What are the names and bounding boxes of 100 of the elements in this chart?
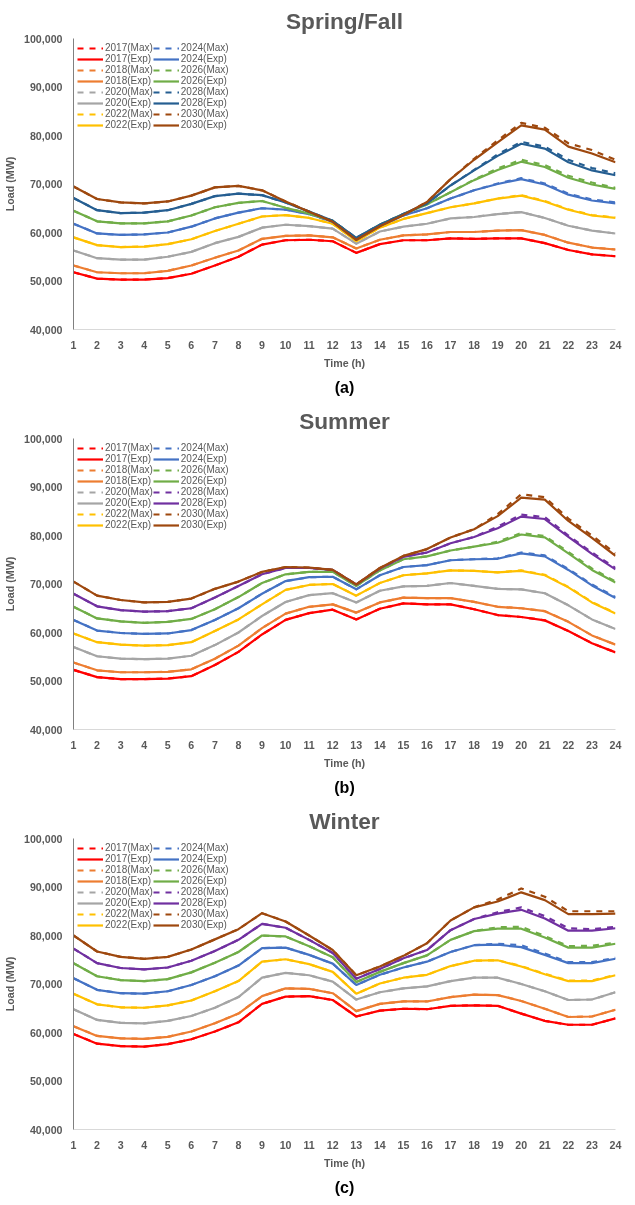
x-tick-label: 4 (141, 1138, 148, 1151)
x-axis-title: Time (h) (323, 1156, 366, 1169)
y-tick-label: 100,000 (23, 432, 63, 445)
legend-label: 2026(Max) (180, 864, 229, 875)
x-tick-label: 22 (562, 738, 575, 751)
legend-label: 2026(Exp) (180, 875, 227, 886)
x-tick-label: 15 (397, 738, 410, 751)
x-tick-label: 6 (188, 1138, 195, 1151)
y-tick-label: 80,000 (29, 529, 63, 542)
x-tick-label: 17 (444, 738, 457, 751)
legend-label: 2017(Exp) (105, 453, 152, 464)
x-tick-label: 5 (164, 738, 171, 751)
legend-label: 2018(Exp) (105, 875, 152, 886)
legend-label: 2018(Max) (105, 64, 153, 75)
x-tick-label: 11 (303, 1138, 315, 1151)
x-tick-label: 20 (515, 738, 528, 751)
x-tick-label: 19 (491, 738, 504, 751)
x-tick-label: 14 (373, 738, 386, 751)
legend-label: 2024(Max) (180, 42, 229, 53)
x-tick-label: 18 (468, 1138, 481, 1151)
legend-label: 2024(Max) (180, 442, 229, 453)
x-tick-label: 20 (515, 338, 528, 351)
text: (c) (334, 1178, 355, 1196)
y-tick-label: 70,000 (29, 978, 63, 990)
legend-label: 2020(Max) (105, 886, 153, 897)
x-tick-label: 10 (279, 338, 292, 351)
chart-title: Summer (299, 407, 391, 434)
legend-label: 2020(Max) (105, 86, 153, 97)
x-tick-label: 12 (326, 338, 339, 351)
y-tick-label: 60,000 (29, 1026, 63, 1039)
y-tick-label: 60,000 (29, 626, 63, 639)
x-tick-label: 21 (538, 1138, 551, 1151)
x-tick-label: 23 (586, 338, 598, 351)
legend-label: 2030(Exp) (180, 119, 227, 130)
x-tick-label: 13 (350, 338, 363, 351)
x-tick-label: 24 (609, 1138, 622, 1151)
x-tick-label: 18 (468, 338, 481, 351)
legend-label: 2024(Exp) (180, 453, 227, 464)
y-tick-label: 100,000 (23, 832, 63, 845)
legend-label: 2020(Exp) (105, 897, 152, 908)
legend-label: 2024(Max) (180, 842, 229, 853)
legend-label: 2028(Exp) (180, 497, 227, 508)
x-tick-label: 15 (397, 338, 410, 351)
x-tick-label: 16 (421, 338, 433, 351)
x-tick-label: 7 (211, 1138, 218, 1151)
x-tick-label: 24 (609, 338, 622, 351)
x-tick-label: 1 (70, 1138, 77, 1151)
legend-label: 2020(Max) (105, 486, 153, 497)
x-tick-label: 2 (94, 338, 101, 351)
y-tick-label: 90,000 (29, 881, 63, 893)
y-tick-label: 90,000 (29, 81, 63, 93)
legend-label: 2028(Exp) (180, 897, 227, 908)
legend-label: 2020(Exp) (105, 497, 152, 508)
x-tick-label: 11 (303, 338, 315, 351)
legend-label: 2022(Exp) (105, 919, 152, 930)
legend-label: 2020(Exp) (105, 97, 152, 108)
x-tick-label: 12 (326, 738, 339, 751)
y-tick-label: 50,000 (29, 275, 63, 287)
legend-label: 2028(Max) (180, 486, 229, 497)
legend-label: 2026(Exp) (180, 475, 227, 486)
x-tick-label: 16 (421, 1138, 433, 1151)
legend-label: 2030(Max) (180, 108, 229, 119)
legend-label: 2018(Exp) (105, 475, 152, 486)
y-axis-title: Load (MW) (3, 956, 16, 1012)
x-tick-label: 7 (211, 738, 218, 751)
legend-label: 2024(Exp) (180, 853, 227, 864)
x-tick-label: 13 (350, 1138, 363, 1151)
x-tick-label: 2 (94, 1138, 101, 1151)
x-tick-label: 8 (235, 738, 242, 751)
y-tick-label: 60,000 (29, 226, 63, 239)
y-axis-title: Load (MW) (3, 156, 16, 212)
x-tick-label: 11 (303, 738, 315, 751)
x-tick-label: 8 (235, 338, 242, 351)
legend-label: 2017(Max) (105, 442, 153, 453)
y-tick-label: 70,000 (29, 578, 63, 590)
x-tick-label: 7 (211, 338, 218, 351)
y-tick-label: 40,000 (29, 1123, 63, 1136)
x-tick-label: 21 (538, 738, 551, 751)
legend-label: 2017(Exp) (105, 53, 152, 64)
chart-title: Winter (309, 807, 380, 834)
legend-label: 2022(Exp) (105, 519, 152, 530)
text: (b) (334, 778, 355, 796)
x-tick-label: 9 (259, 1138, 266, 1151)
x-tick-label: 13 (350, 738, 363, 751)
legend-label: 2026(Exp) (180, 75, 227, 86)
legend-label: 2022(Max) (105, 908, 153, 919)
x-tick-label: 23 (586, 1138, 598, 1151)
x-tick-label: 6 (188, 738, 195, 751)
legend-label: 2028(Max) (180, 86, 229, 97)
x-tick-label: 4 (141, 738, 148, 751)
legend-label: 2024(Exp) (180, 53, 227, 64)
x-tick-label: 19 (491, 1138, 504, 1151)
x-tick-label: 16 (421, 738, 433, 751)
x-tick-label: 22 (562, 338, 575, 351)
x-tick-label: 6 (188, 338, 195, 351)
legend-label: 2030(Exp) (180, 919, 227, 930)
x-tick-label: 15 (397, 1138, 410, 1151)
x-tick-label: 20 (515, 1138, 528, 1151)
y-tick-label: 40,000 (29, 723, 63, 736)
legend-label: 2026(Max) (180, 464, 229, 475)
